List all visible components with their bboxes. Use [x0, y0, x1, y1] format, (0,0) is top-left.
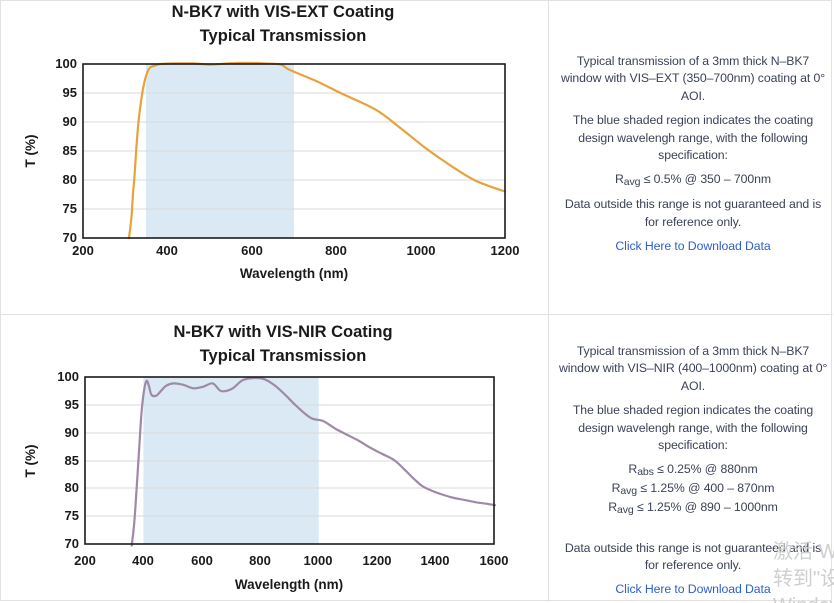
- svg-text:Wavelength (nm): Wavelength (nm): [240, 266, 348, 281]
- svg-text:600: 600: [241, 243, 263, 258]
- svg-text:600: 600: [191, 553, 213, 568]
- svg-text:400: 400: [132, 553, 154, 568]
- svg-text:T (%): T (%): [23, 445, 38, 478]
- svg-text:85: 85: [65, 453, 79, 468]
- svg-text:1400: 1400: [421, 553, 450, 568]
- svg-text:90: 90: [63, 114, 77, 129]
- svg-text:100: 100: [57, 369, 79, 384]
- svg-text:95: 95: [63, 85, 77, 100]
- svg-text:1200: 1200: [363, 553, 392, 568]
- svg-text:100: 100: [55, 56, 77, 71]
- svg-text:90: 90: [65, 425, 79, 440]
- svg-text:1200: 1200: [491, 243, 520, 258]
- svg-text:400: 400: [156, 243, 178, 258]
- svg-text:800: 800: [249, 553, 271, 568]
- svg-text:1000: 1000: [407, 243, 436, 258]
- svg-text:200: 200: [74, 553, 96, 568]
- svg-text:95: 95: [65, 397, 79, 412]
- svg-text:1600: 1600: [480, 553, 509, 568]
- svg-text:85: 85: [63, 143, 77, 158]
- svg-text:200: 200: [72, 243, 94, 258]
- svg-text:75: 75: [65, 508, 79, 523]
- svg-text:80: 80: [65, 480, 79, 495]
- svg-text:75: 75: [63, 201, 77, 216]
- svg-text:T (%): T (%): [23, 135, 38, 168]
- svg-text:80: 80: [63, 172, 77, 187]
- svg-text:Wavelength (nm): Wavelength (nm): [235, 577, 343, 592]
- svg-text:800: 800: [325, 243, 347, 258]
- svg-text:1000: 1000: [304, 553, 333, 568]
- svg-text:70: 70: [65, 536, 79, 551]
